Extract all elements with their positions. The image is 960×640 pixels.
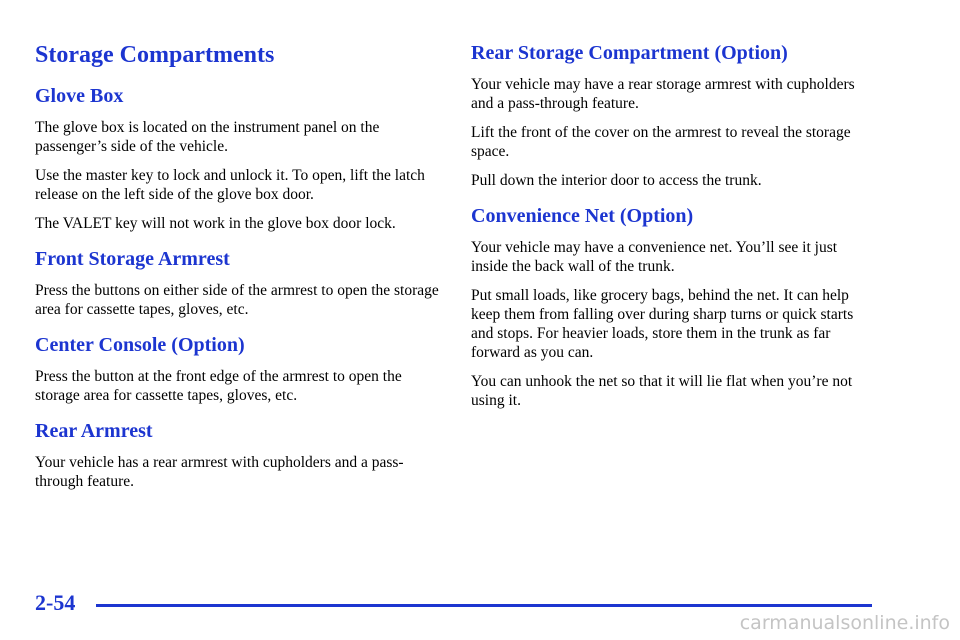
paragraph: Your vehicle may have a rear storage arm… <box>471 76 855 112</box>
right-column: Rear Storage Compartment (Option) Your ve… <box>471 41 876 420</box>
paragraph: Press the buttons on either side of the … <box>35 282 439 318</box>
watermark: carmanualsonline.info <box>739 612 950 634</box>
section-heading: Rear Armrest <box>35 420 153 442</box>
page-number: 2-54 <box>35 590 76 615</box>
section-heading: Front Storage Armrest <box>35 248 230 270</box>
paragraph: Lift the front of the cover on the armre… <box>471 124 851 160</box>
paragraph: The glove box is located on the instrume… <box>35 119 380 155</box>
section-heading: Convenience Net (Option) <box>471 205 694 227</box>
paragraph: Pull down the interior door to access th… <box>471 172 762 189</box>
paragraph: The VALET key will not work in the glove… <box>35 215 396 232</box>
paragraph: Press the button at the front edge of th… <box>35 368 402 404</box>
footer-rule <box>96 604 872 607</box>
paragraph: Your vehicle has a rear armrest with cup… <box>35 454 404 490</box>
paragraph: You can unhook the net so that it will l… <box>471 373 853 409</box>
paragraph: Your vehicle may have a convenience net.… <box>471 239 838 275</box>
paragraph: Use the master key to lock and unlock it… <box>35 167 425 203</box>
section-heading: Glove Box <box>35 85 124 107</box>
page-title: Storage Compartments <box>35 42 275 68</box>
paragraph: Put small loads, like grocery bags, behi… <box>471 287 854 361</box>
section-heading: Center Console (Option) <box>35 334 245 356</box>
section-heading: Rear Storage Compartment (Option) <box>471 42 788 64</box>
left-column: Storage Compartments Glove Box The glove … <box>35 40 440 501</box>
